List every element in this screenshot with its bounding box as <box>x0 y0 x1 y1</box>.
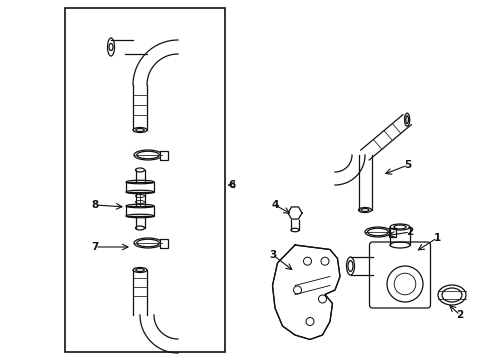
Text: 8: 8 <box>91 200 99 210</box>
Text: 5: 5 <box>404 160 411 170</box>
Circle shape <box>293 286 301 294</box>
Bar <box>126 206 154 216</box>
Bar <box>160 239 167 248</box>
Text: 6: 6 <box>228 180 235 190</box>
Circle shape <box>320 257 328 265</box>
Text: 2: 2 <box>406 227 413 237</box>
Polygon shape <box>272 245 339 339</box>
Text: 2: 2 <box>455 310 463 320</box>
Bar <box>126 182 154 192</box>
Circle shape <box>318 295 326 303</box>
Circle shape <box>386 266 422 302</box>
Circle shape <box>305 318 313 325</box>
Bar <box>160 150 167 159</box>
Circle shape <box>303 257 311 265</box>
Polygon shape <box>287 207 302 219</box>
Bar <box>65 8 224 352</box>
Text: 3: 3 <box>269 250 276 260</box>
Text: 7: 7 <box>91 242 99 252</box>
Bar <box>388 228 395 237</box>
Text: 1: 1 <box>432 233 440 243</box>
Text: 4: 4 <box>271 200 278 210</box>
FancyBboxPatch shape <box>369 242 429 308</box>
